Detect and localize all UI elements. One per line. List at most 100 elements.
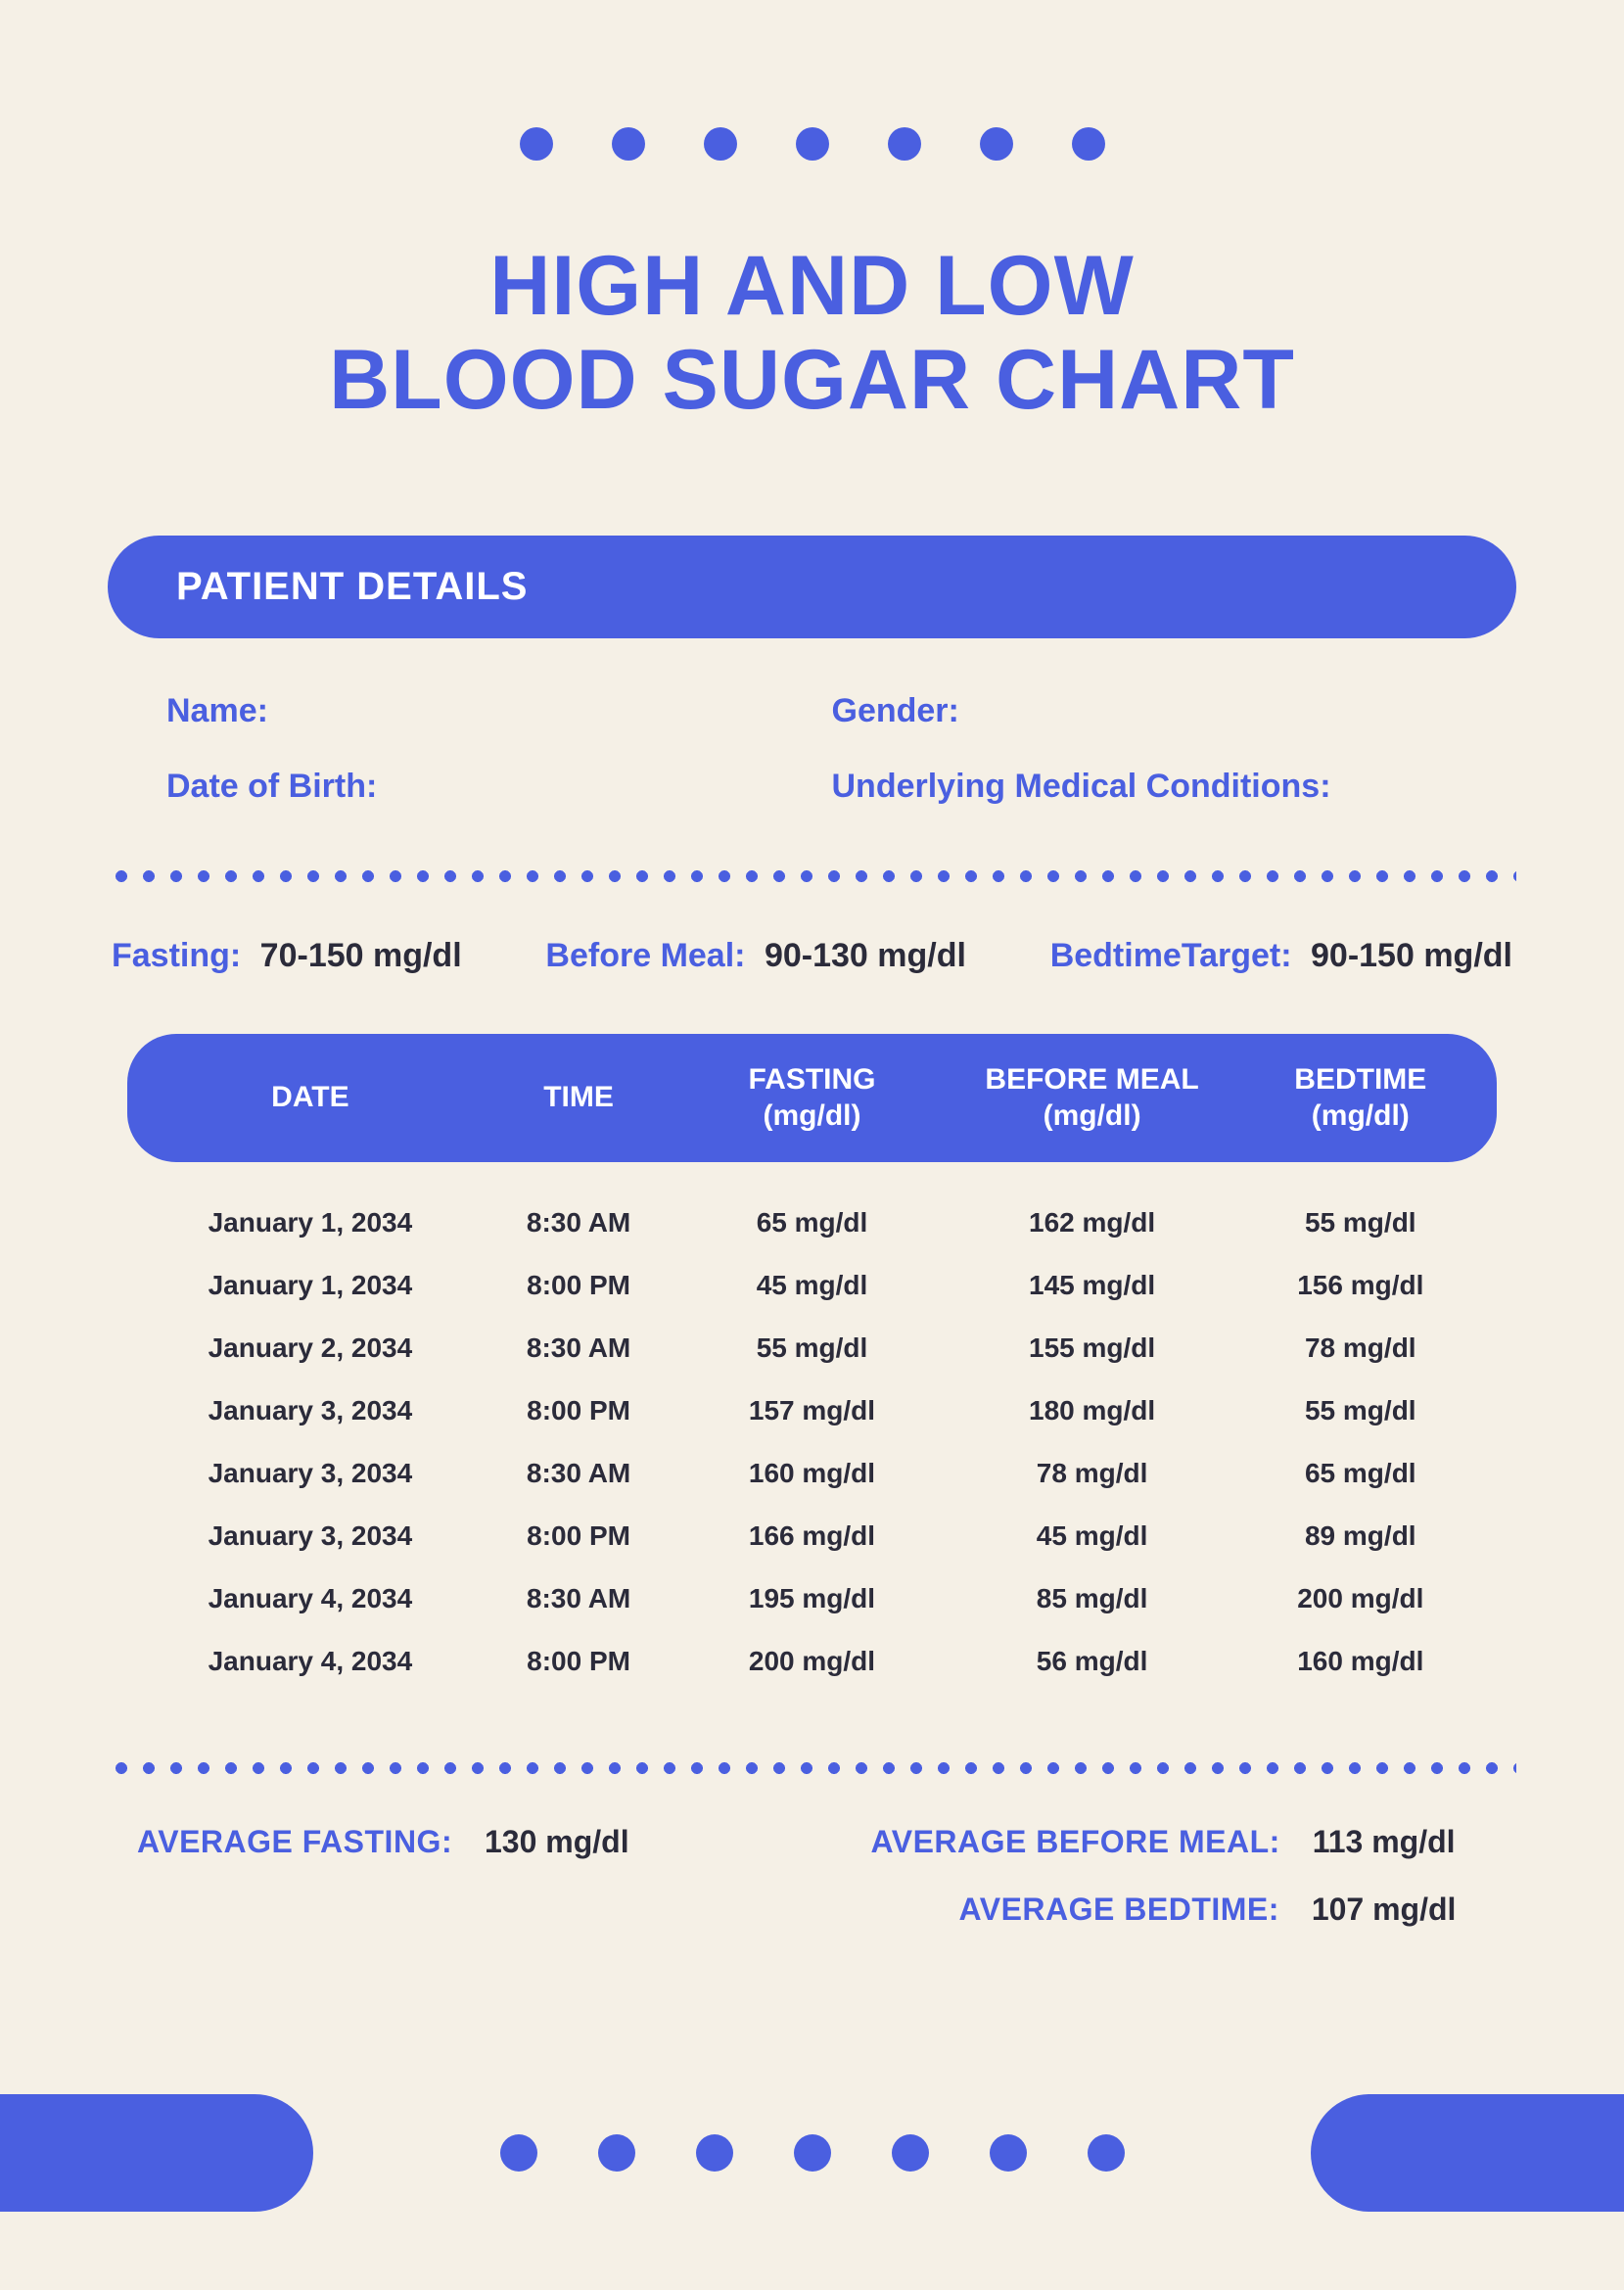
target-before-value: 90-130 mg/dl	[765, 937, 966, 974]
table-cell: 8:30 AM	[474, 1458, 684, 1489]
decor-dot	[598, 2134, 635, 2172]
field-conditions-label: Underlying Medical Conditions:	[832, 768, 1459, 806]
table-column-header: BEDTIME(mg/dl)	[1244, 1061, 1477, 1135]
table-cell: 162 mg/dl	[941, 1207, 1244, 1238]
target-bedtime-label: BedtimeTarget:	[1050, 937, 1292, 974]
table-cell: 166 mg/dl	[683, 1520, 940, 1552]
table-cell: January 4, 2034	[147, 1646, 474, 1677]
decor-dot	[1088, 2134, 1125, 2172]
target-before-label: Before Meal:	[545, 937, 745, 974]
table-cell: January 3, 2034	[147, 1395, 474, 1426]
footer-dot-row	[500, 2134, 1125, 2172]
table-cell: January 1, 2034	[147, 1207, 474, 1238]
table-cell: 65 mg/dl	[683, 1207, 940, 1238]
table-cell: January 3, 2034	[147, 1458, 474, 1489]
table-cell: 145 mg/dl	[941, 1270, 1244, 1301]
table-cell: 55 mg/dl	[1244, 1207, 1477, 1238]
table-cell: 160 mg/dl	[1244, 1646, 1477, 1677]
target-fasting-value: 70-150 mg/dl	[260, 937, 462, 974]
table-cell: 78 mg/dl	[941, 1458, 1244, 1489]
table-cell: 200 mg/dl	[1244, 1583, 1477, 1614]
table-column-header: BEFORE MEAL(mg/dl)	[941, 1061, 1244, 1135]
table-cell: 180 mg/dl	[941, 1395, 1244, 1426]
table-cell: 8:30 AM	[474, 1583, 684, 1614]
table-cell: 45 mg/dl	[941, 1520, 1244, 1552]
footer-panel-right	[1311, 2094, 1624, 2212]
table-cell: 89 mg/dl	[1244, 1520, 1477, 1552]
table-cell: 65 mg/dl	[1244, 1458, 1477, 1489]
table-cell: 45 mg/dl	[683, 1270, 940, 1301]
table-cell: 56 mg/dl	[941, 1646, 1244, 1677]
table-cell: 200 mg/dl	[683, 1646, 940, 1677]
dot-divider-2	[108, 1761, 1516, 1775]
table-header: DATETIMEFASTING(mg/dl)BEFORE MEAL(mg/dl)…	[127, 1034, 1497, 1162]
table-column-header: FASTING(mg/dl)	[683, 1061, 940, 1135]
avg-before-value: 113 mg/dl	[1313, 1824, 1456, 1859]
title-line-2: BLOOD SUGAR CHART	[329, 333, 1295, 427]
table-cell: 157 mg/dl	[683, 1395, 940, 1426]
footer-band	[0, 2094, 1624, 2212]
table-row: January 3, 20348:00 PM166 mg/dl45 mg/dl8…	[147, 1505, 1477, 1567]
table-row: January 1, 20348:30 AM65 mg/dl162 mg/dl5…	[147, 1192, 1477, 1254]
decor-dot	[990, 2134, 1027, 2172]
table-cell: 8:00 PM	[474, 1270, 684, 1301]
dot-divider-1	[108, 869, 1516, 883]
section-patient-details: PATIENT DETAILS	[108, 536, 1516, 638]
decor-dot	[520, 127, 553, 161]
patient-fields: Name: Gender: Date of Birth: Underlying …	[108, 638, 1516, 860]
table-row: January 3, 20348:30 AM160 mg/dl78 mg/dl6…	[147, 1442, 1477, 1505]
table-cell: 85 mg/dl	[941, 1583, 1244, 1614]
avg-fasting-label: AVERAGE FASTING:	[137, 1824, 452, 1859]
readings-table: DATETIMEFASTING(mg/dl)BEFORE MEAL(mg/dl)…	[127, 1034, 1497, 1703]
table-cell: 8:30 AM	[474, 1332, 684, 1364]
table-cell: January 4, 2034	[147, 1583, 474, 1614]
table-cell: 8:00 PM	[474, 1520, 684, 1552]
table-cell: January 3, 2034	[147, 1520, 474, 1552]
target-bedtime-value: 90-150 mg/dl	[1311, 937, 1512, 974]
top-dot-row	[108, 127, 1516, 161]
table-cell: 78 mg/dl	[1244, 1332, 1477, 1364]
avg-before-meal: AVERAGE BEFORE MEAL: 113 mg/dl	[842, 1824, 1488, 1860]
table-cell: 195 mg/dl	[683, 1583, 940, 1614]
target-bedtime: BedtimeTarget: 90-150 mg/dl	[1050, 937, 1512, 975]
table-row: January 3, 20348:00 PM157 mg/dl180 mg/dl…	[147, 1379, 1477, 1442]
decor-dot	[888, 127, 921, 161]
footer-panel-left	[0, 2094, 313, 2212]
table-row: January 4, 20348:30 AM195 mg/dl85 mg/dl2…	[147, 1567, 1477, 1630]
averages: AVERAGE FASTING: 130 mg/dl AVERAGE BEFOR…	[108, 1824, 1516, 1928]
table-row: January 4, 20348:00 PM200 mg/dl56 mg/dl1…	[147, 1630, 1477, 1693]
avg-bedtime-label: AVERAGE BEDTIME:	[959, 1892, 1279, 1927]
avg-bedtime-value: 107 mg/dl	[1312, 1892, 1457, 1927]
table-cell: 55 mg/dl	[1244, 1395, 1477, 1426]
table-body: January 1, 20348:30 AM65 mg/dl162 mg/dl5…	[127, 1162, 1497, 1703]
table-cell: January 1, 2034	[147, 1270, 474, 1301]
avg-before-label: AVERAGE BEFORE MEAL:	[871, 1824, 1280, 1859]
table-cell: 160 mg/dl	[683, 1458, 940, 1489]
table-cell: 8:30 AM	[474, 1207, 684, 1238]
table-cell: January 2, 2034	[147, 1332, 474, 1364]
decor-dot	[704, 127, 737, 161]
target-fasting: Fasting: 70-150 mg/dl	[112, 937, 462, 975]
decor-dot	[612, 127, 645, 161]
decor-dot	[500, 2134, 537, 2172]
table-cell: 155 mg/dl	[941, 1332, 1244, 1364]
avg-fasting-value: 130 mg/dl	[485, 1824, 629, 1859]
decor-dot	[892, 2134, 929, 2172]
targets-row: Fasting: 70-150 mg/dl Before Meal: 90-13…	[108, 937, 1516, 975]
table-cell: 55 mg/dl	[683, 1332, 940, 1364]
table-column-header: TIME	[474, 1079, 684, 1116]
title-line-1: HIGH AND LOW	[489, 239, 1135, 333]
table-row: January 2, 20348:30 AM55 mg/dl155 mg/dl7…	[147, 1317, 1477, 1379]
decor-dot	[796, 127, 829, 161]
section-patient-label: PATIENT DETAILS	[176, 565, 528, 608]
field-dob-label: Date of Birth:	[166, 768, 793, 806]
field-gender-label: Gender:	[832, 692, 1459, 730]
page: HIGH AND LOW BLOOD SUGAR CHART PATIENT D…	[0, 0, 1624, 2290]
table-column-header: DATE	[147, 1079, 474, 1116]
table-cell: 156 mg/dl	[1244, 1270, 1477, 1301]
table-cell: 8:00 PM	[474, 1646, 684, 1677]
page-title: HIGH AND LOW BLOOD SUGAR CHART	[108, 239, 1516, 428]
target-fasting-label: Fasting:	[112, 937, 241, 974]
target-before-meal: Before Meal: 90-130 mg/dl	[545, 937, 966, 975]
decor-dot	[794, 2134, 831, 2172]
